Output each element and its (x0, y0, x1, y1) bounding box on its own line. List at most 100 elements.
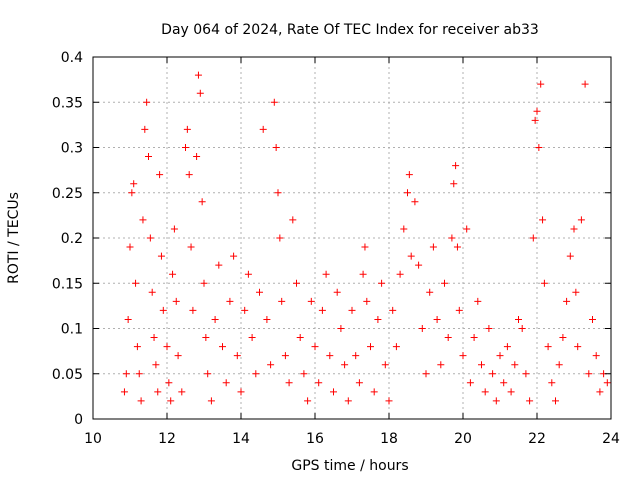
data-point (154, 388, 162, 396)
data-point (539, 216, 547, 224)
data-point (200, 279, 208, 287)
x-tick-label: 12 (158, 431, 176, 447)
data-point (537, 80, 545, 88)
data-point (130, 180, 138, 188)
data-point (526, 397, 534, 405)
data-point (215, 261, 223, 269)
data-point (170, 225, 178, 233)
data-point (344, 397, 352, 405)
data-point (444, 334, 452, 342)
data-point (453, 243, 461, 251)
x-axis-label: GPS time / hours (291, 458, 408, 474)
chart-title: Day 064 of 2024, Rate Of TEC Index for r… (161, 22, 539, 38)
data-point (426, 288, 434, 296)
data-point (278, 297, 286, 305)
data-point (178, 388, 186, 396)
data-point (296, 334, 304, 342)
data-point (481, 388, 489, 396)
data-point (196, 89, 204, 97)
data-point (307, 297, 315, 305)
data-point (518, 325, 526, 332)
data-point (241, 306, 249, 314)
data-point (326, 352, 334, 360)
data-point (289, 216, 297, 224)
data-point (348, 306, 356, 314)
data-point (574, 343, 582, 351)
data-point (237, 388, 245, 396)
y-tick-label: 0.35 (52, 95, 83, 111)
data-point (244, 270, 252, 278)
data-point (137, 397, 145, 405)
data-point (478, 361, 485, 369)
data-point (463, 225, 471, 233)
data-point (563, 297, 571, 305)
data-point (163, 343, 171, 351)
data-point (496, 352, 504, 360)
data-point (270, 98, 278, 106)
data-point (405, 171, 413, 179)
data-point (585, 370, 593, 378)
data-point (139, 216, 147, 224)
data-point (135, 370, 143, 378)
data-point (156, 171, 164, 179)
data-point (415, 261, 423, 269)
data-point (263, 315, 271, 323)
data-point (589, 315, 596, 323)
data-point (256, 288, 263, 296)
data-point (429, 243, 437, 251)
data-point (448, 234, 456, 242)
data-point (492, 397, 500, 405)
data-point (226, 297, 234, 305)
data-point (507, 388, 515, 396)
data-point (248, 334, 256, 342)
data-point (378, 279, 386, 287)
data-point (531, 116, 539, 124)
data-point (281, 352, 289, 360)
y-tick-label: 0.2 (61, 231, 83, 247)
data-point (441, 279, 448, 287)
gridlines (93, 57, 611, 419)
data-point (535, 144, 543, 151)
data-point (411, 198, 419, 206)
data-point (450, 180, 458, 188)
data-point (515, 315, 522, 323)
data-point (455, 306, 463, 314)
data-point (274, 189, 282, 197)
data-point (433, 315, 441, 323)
data-point (322, 270, 330, 278)
data-point (359, 270, 367, 278)
data-point (198, 198, 206, 206)
data-point (333, 288, 341, 296)
data-point (204, 370, 212, 378)
data-point (367, 343, 374, 351)
data-point (452, 162, 460, 170)
data-point (485, 325, 493, 332)
data-point (459, 352, 467, 360)
data-point (330, 388, 337, 396)
data-point (355, 379, 363, 387)
x-tick-label: 14 (232, 431, 250, 447)
data-point (143, 98, 151, 106)
data-point (159, 306, 167, 314)
data-point (148, 288, 156, 296)
data-point (511, 361, 519, 369)
data-point (182, 144, 189, 151)
data-point (566, 252, 574, 260)
data-point (559, 334, 567, 342)
axis-ticks (92, 56, 612, 420)
data-point (167, 397, 175, 405)
data-point (183, 125, 191, 133)
data-point (581, 80, 589, 88)
data-point (172, 297, 180, 305)
y-tick-label: 0.4 (61, 50, 83, 66)
tick-labels: 10 12 14 16 18 20 22 24 0 0.05 0.1 0.15 0.2 0.25 0.3 0.… (52, 50, 620, 447)
data-point (165, 379, 173, 387)
data-point (522, 370, 530, 378)
data-point (185, 171, 193, 179)
data-point (592, 352, 600, 360)
data-point (318, 306, 326, 314)
data-point (555, 361, 563, 369)
data-point (540, 279, 548, 287)
data-point (466, 379, 474, 387)
